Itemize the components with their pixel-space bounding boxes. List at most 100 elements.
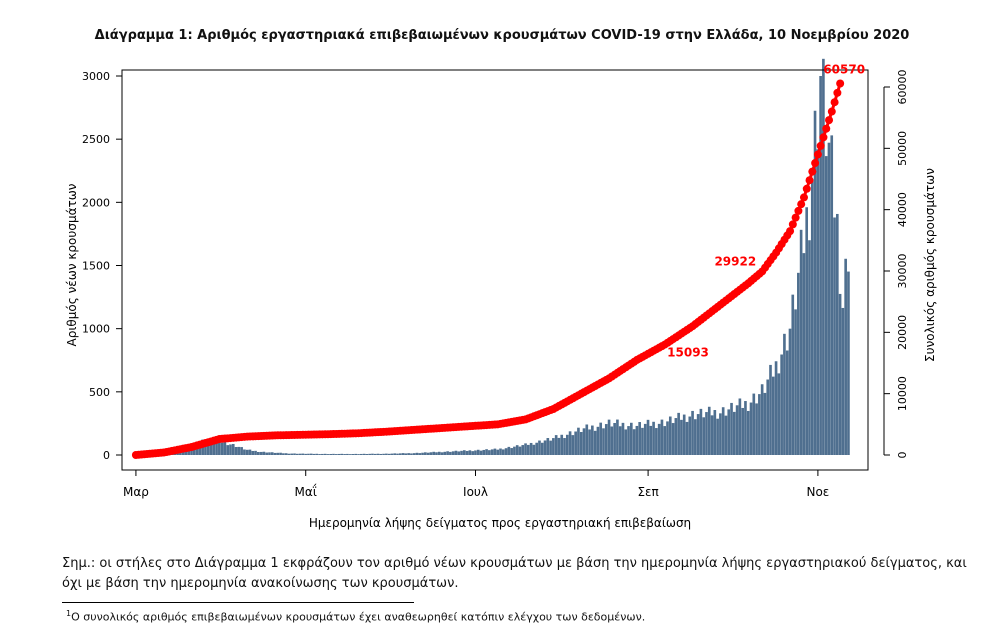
bar [440,452,444,455]
bar [309,453,313,455]
right-tick-label: 30000 [896,254,909,289]
cumulative-point [808,167,817,176]
bar [660,419,664,455]
bar [696,414,700,455]
bar [334,454,338,455]
bar [735,405,739,455]
bar [657,423,661,455]
bar [529,442,533,455]
bar [724,415,728,455]
bar [635,425,639,455]
bar [819,76,822,455]
bar [479,450,483,455]
bar [824,156,828,455]
bar [760,384,764,455]
bar [802,253,806,455]
bar [705,412,708,455]
cumulative-point [799,193,808,202]
bar [771,376,775,455]
bar [671,423,675,455]
bar [293,453,296,455]
bar [549,440,552,455]
bar [251,450,255,455]
bar [599,422,603,455]
bar [610,426,614,455]
bar [604,424,608,455]
bar [538,440,541,455]
bar [287,453,291,455]
cumulative-point [802,184,811,193]
bar [262,451,266,455]
bar [755,403,758,455]
bar [568,431,572,455]
cumulative-point [794,206,803,215]
bar [284,453,288,455]
bar [462,450,466,455]
bar [485,449,488,455]
bar [797,272,800,455]
cumulative-point [836,79,845,88]
bar [276,452,280,455]
bar [618,426,622,455]
cumulative-point [797,200,806,209]
cumulative-point [819,133,828,142]
bar [295,453,299,455]
chart-title: Διάγραμμα 1: Αριθμός εργαστηριακά επιβεβ… [94,28,910,43]
left-tick-label: 1500 [82,260,110,273]
bar [632,429,636,455]
bar [643,423,647,455]
bar [649,425,653,455]
cumulative-point [822,124,831,133]
right-tick-label: 50000 [896,131,909,166]
bar [513,446,516,455]
bar [307,453,310,455]
bar [482,449,486,455]
left-tick-label: 3000 [82,70,110,83]
left-tick-label: 500 [89,386,110,399]
bar [265,452,268,455]
cumulative-point [786,227,795,236]
bar [457,451,461,455]
bar [268,452,271,455]
left-axis-label: Αριθμός νέων κρουσμάτων [65,183,79,346]
bar [816,149,820,455]
bar [758,394,761,455]
bar [396,453,399,455]
bar [774,361,778,455]
bar [401,453,405,455]
bar [501,449,505,455]
bar [596,426,600,455]
bar [752,393,756,455]
bar [638,422,641,455]
bar [666,421,669,455]
bar [290,453,294,455]
bar-series [134,58,850,456]
left-tick-label: 1000 [82,323,110,336]
cumulative-point [811,159,820,168]
bar [371,453,374,455]
bar [254,450,257,455]
bar [591,425,594,455]
bar [841,307,845,455]
bar [321,453,324,455]
bar [552,438,555,455]
x-tick-label: Μαρ [123,485,149,499]
bar [546,438,550,455]
bar [833,217,836,455]
bar [410,453,413,455]
bar [229,444,232,455]
left-tick-label: 2500 [82,133,110,146]
bar [621,422,625,455]
footnote-divider [62,602,414,603]
bar [593,430,597,455]
bar [346,453,349,455]
bar [237,446,241,455]
bar [243,449,246,455]
bar [630,422,633,455]
bar [415,452,419,455]
bar [259,451,263,455]
bar [257,451,260,455]
bar [791,294,795,455]
bar [746,410,750,455]
bar [527,444,530,455]
